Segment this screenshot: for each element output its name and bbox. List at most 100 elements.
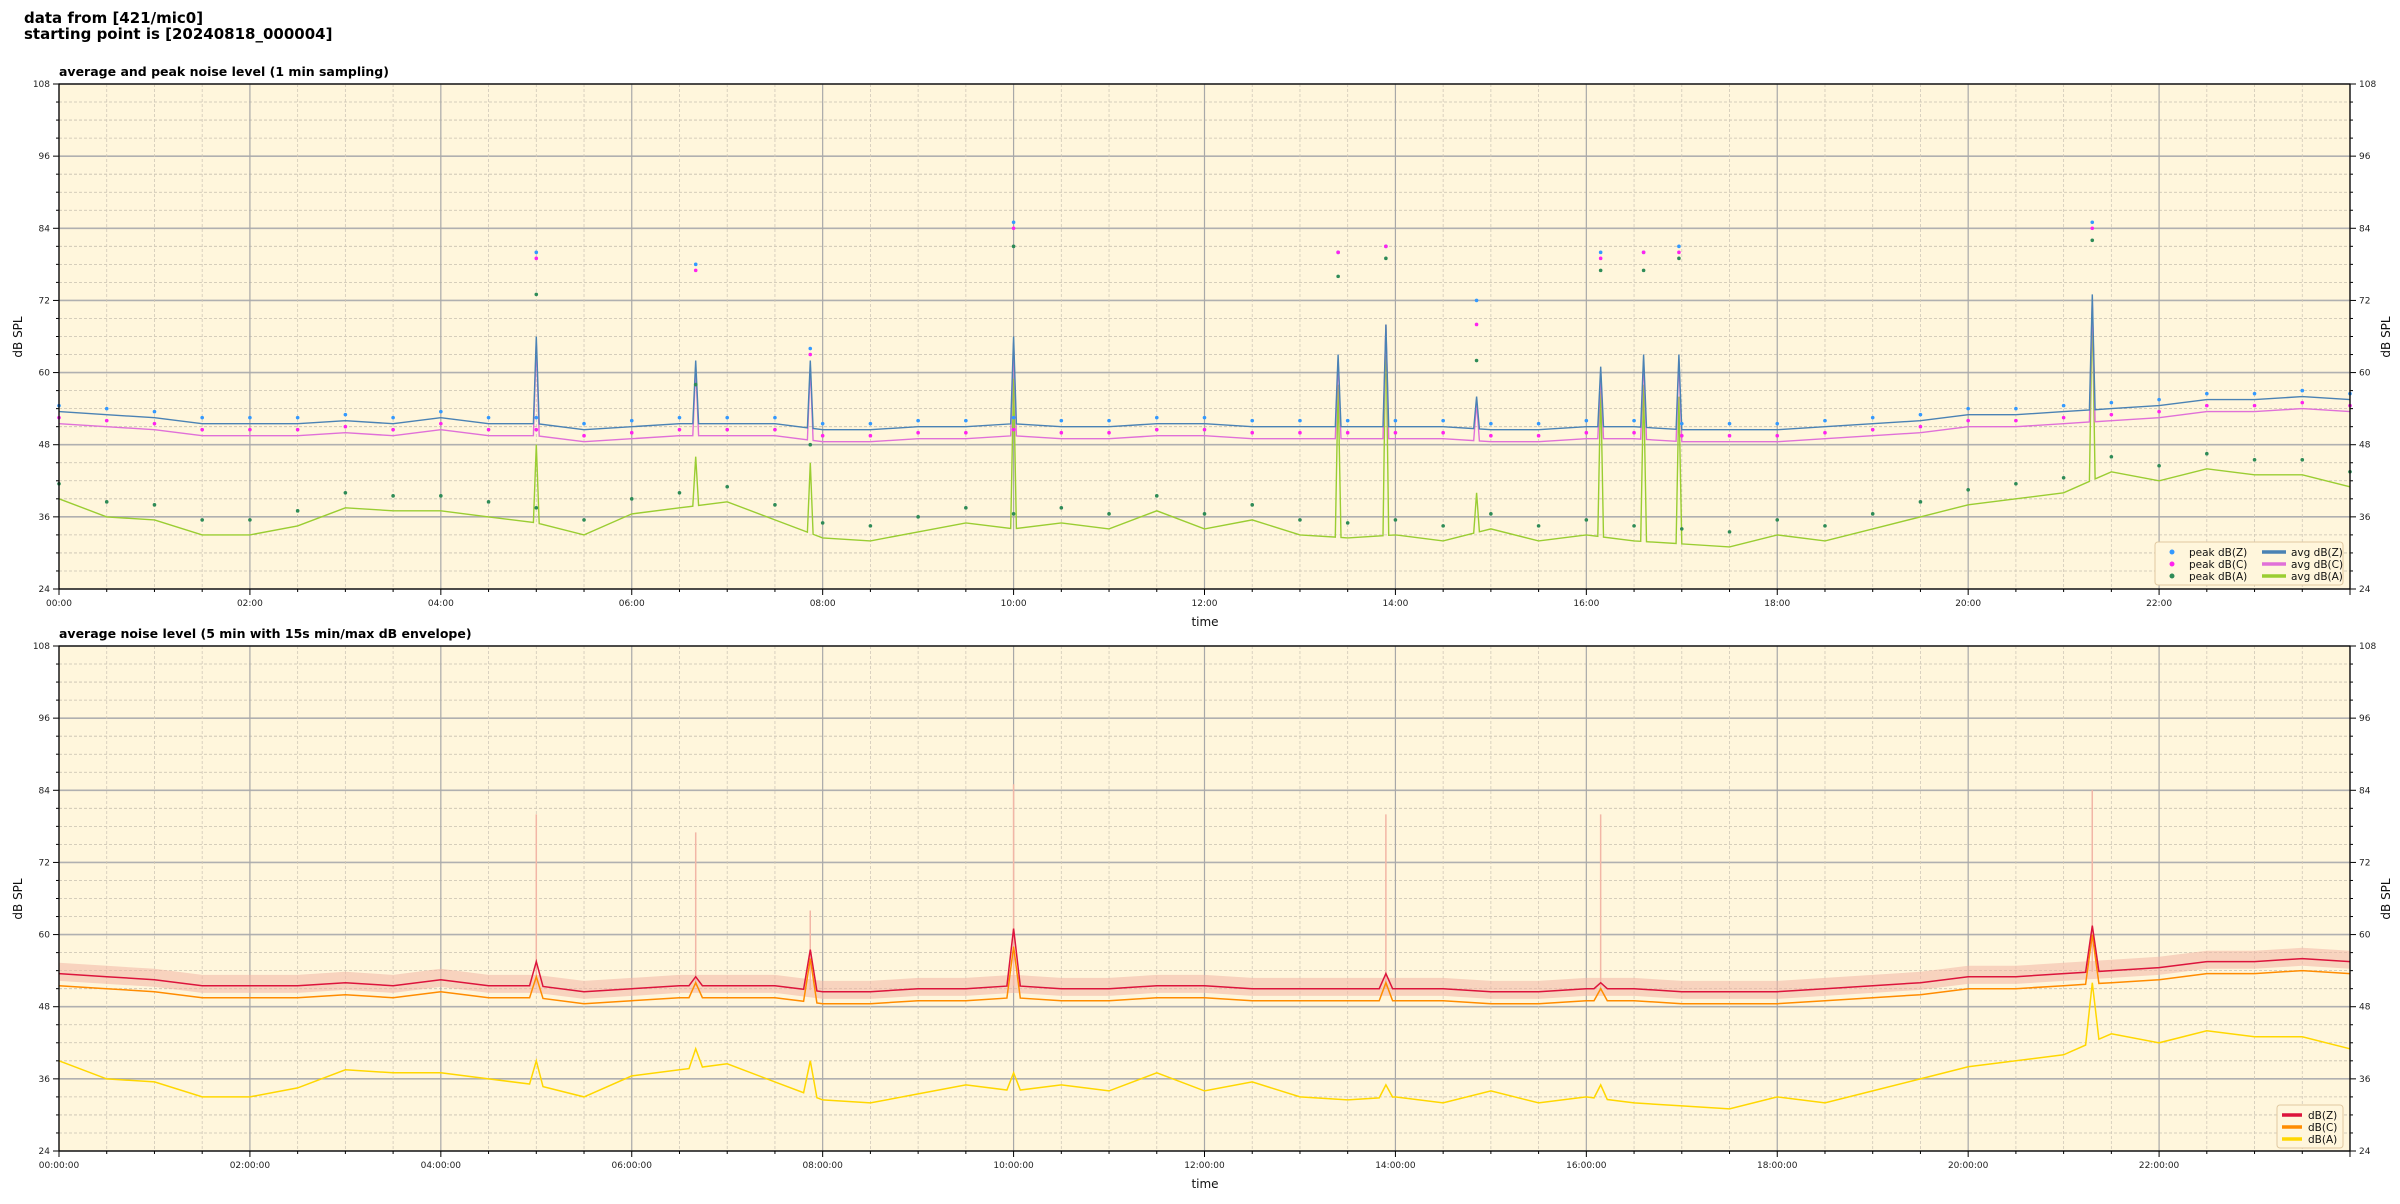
point-peak-z: [629, 418, 634, 423]
y-tick-label-right: 24: [2359, 1147, 2371, 1157]
y-tick-label-left: 96: [39, 152, 51, 162]
y-tick-label-left: 24: [39, 1147, 51, 1157]
point-peak-c: [1393, 430, 1398, 435]
point-peak-c: [629, 430, 634, 435]
point-peak-a: [534, 292, 539, 297]
y-tick-label-left: 108: [33, 642, 50, 652]
point-peak-z: [1474, 298, 1479, 303]
point-peak-a: [1474, 358, 1479, 363]
y-tick-label-left: 36: [39, 1075, 51, 1085]
point-peak-c: [2300, 400, 2305, 405]
point-peak-z: [582, 421, 586, 426]
plot2-ylabel-right: dB SPL: [2379, 878, 2393, 920]
point-peak-c: [677, 427, 682, 432]
y-tick-label-right: 60: [2359, 931, 2371, 941]
x-tick-label: 14:00: [1382, 599, 1408, 609]
legend: dB(Z)dB(C)dB(A): [2276, 1104, 2344, 1149]
point-peak-a: [486, 500, 491, 504]
point-peak-z: [152, 409, 157, 414]
y-tick-label-left: 36: [39, 513, 51, 523]
plot2-title: average noise level (5 min with 15s min/…: [59, 626, 472, 641]
legend: peak dB(Z)peak dB(C)peak dB(A)avg dB(Z)a…: [2154, 541, 2344, 586]
x-tick-label: 06:00: [619, 599, 645, 609]
legend-label: avg dB(A): [2291, 571, 2343, 583]
y-tick-label-right: 36: [2359, 1075, 2371, 1085]
plot1-ylabel-right: dB SPL: [2379, 316, 2393, 358]
point-peak-z: [808, 346, 813, 351]
point-peak-a: [2090, 238, 2095, 243]
point-peak-a: [343, 491, 348, 495]
point-peak-z: [1393, 418, 1398, 423]
point-peak-c: [2061, 415, 2066, 420]
legend-label: peak dB(Z): [2189, 547, 2247, 559]
point-peak-c: [1727, 433, 1732, 438]
point-peak-c: [693, 268, 698, 273]
y-tick-label-right: 24: [2359, 585, 2371, 595]
y-tick-label-left: 72: [39, 296, 50, 306]
point-peak-a: [2157, 463, 2161, 468]
legend-label: dB(A): [2308, 1134, 2337, 1146]
point-peak-c: [1870, 427, 1875, 432]
x-tick-label: 22:00: [2146, 599, 2172, 609]
point-peak-a: [1870, 512, 1875, 516]
point-peak-a: [820, 521, 825, 525]
point-peak-c: [2090, 226, 2095, 231]
point-peak-z: [2061, 403, 2066, 408]
point-peak-z: [295, 415, 300, 420]
point-peak-c: [1775, 433, 1780, 438]
point-peak-c: [2157, 409, 2161, 414]
point-peak-c: [582, 433, 586, 438]
point-peak-z: [1598, 250, 1603, 255]
plot1-ylabel-left: dB SPL: [11, 316, 25, 358]
point-peak-a: [1679, 527, 1684, 531]
point-peak-z: [1441, 418, 1445, 423]
series-line-avg-c: [58, 300, 2351, 443]
point-peak-a: [391, 494, 395, 498]
x-tick-label: 04:00: [428, 599, 454, 609]
point-peak-z: [439, 409, 443, 414]
point-peak-z: [1345, 418, 1350, 423]
point-peak-z: [2300, 388, 2305, 393]
x-tick-label: 06:00:00: [612, 1161, 653, 1171]
point-peak-z: [1202, 415, 1207, 420]
point-peak-z: [534, 250, 539, 255]
point-peak-z: [773, 415, 777, 420]
point-peak-c: [1336, 250, 1340, 255]
x-tick-label: 08:00: [810, 599, 836, 609]
point-peak-a: [725, 484, 730, 489]
y-tick-label-left: 60: [39, 369, 51, 379]
plot2-axes: 24 24 36 36 48 48 60 60 72 72 84 84 96 96 108 108 00:00:…: [33, 642, 2377, 1171]
point-peak-a: [1298, 518, 1302, 522]
y-tick-label-right: 60: [2359, 369, 2371, 379]
point-peak-a: [773, 503, 777, 507]
point-peak-c: [1536, 433, 1541, 438]
point-peak-a: [152, 503, 157, 507]
y-tick-label-right: 72: [2359, 296, 2370, 306]
point-peak-c: [200, 427, 204, 432]
point-peak-c: [104, 418, 109, 423]
y-tick-label-left: 108: [33, 80, 50, 90]
point-peak-z: [1823, 418, 1827, 423]
point-peak-z: [1489, 421, 1493, 426]
plot1-title: average and peak noise level (1 min samp…: [59, 64, 389, 79]
legend-marker-peak-c: [2169, 561, 2175, 567]
point-peak-c: [1384, 244, 1388, 249]
y-tick-label-right: 48: [2359, 441, 2371, 451]
point-peak-c: [1641, 250, 1646, 255]
plot2-xlabel: time: [1191, 1177, 1218, 1191]
point-peak-c: [1489, 433, 1493, 438]
point-peak-c: [391, 427, 395, 432]
point-peak-a: [677, 491, 682, 495]
plot1-axes: 24 24 36 36 48 48 60 60 72 72 84 84 96 96 108 108 00:00 0…: [33, 80, 2377, 609]
y-tick-label-left: 48: [39, 1003, 51, 1013]
y-tick-label-right: 84: [2359, 224, 2371, 234]
point-peak-z: [1536, 421, 1541, 426]
point-peak-a: [1441, 524, 1445, 528]
x-tick-label: 22:00:00: [2139, 1161, 2180, 1171]
plot2-ylabel-left: dB SPL: [11, 878, 25, 920]
y-tick-label-left: 60: [39, 931, 51, 941]
plot1-xlabel: time: [1191, 615, 1218, 629]
point-peak-a: [2014, 481, 2018, 486]
point-peak-a: [1250, 503, 1255, 507]
point-peak-a: [534, 506, 539, 510]
